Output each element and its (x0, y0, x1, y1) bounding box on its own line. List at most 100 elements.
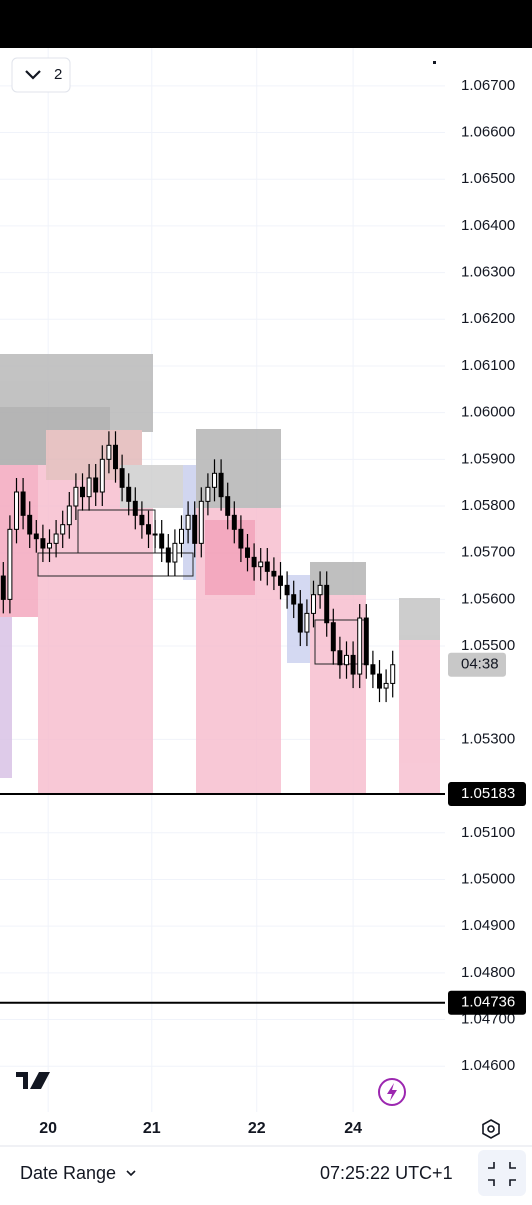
y-tick-label: 1.06100 (461, 357, 515, 374)
candle-body (93, 477, 99, 493)
settings-icon-center (487, 1125, 495, 1133)
candle-body (20, 491, 26, 516)
candle-body (363, 617, 369, 666)
y-tick-label: 1.05000 (461, 870, 515, 887)
candle-body (357, 617, 363, 675)
y-tick-label: 1.06700 (461, 77, 515, 94)
candle-body (238, 528, 244, 549)
candle-body (291, 594, 297, 605)
candle-body (192, 514, 198, 544)
y-tick-label: 1.06300 (461, 264, 515, 281)
clock: 07:25:22 UTC+1 (320, 1163, 453, 1183)
candle-body (7, 528, 13, 600)
candle-body (113, 444, 118, 470)
y-tick-label: 1.06000 (461, 404, 515, 421)
candle-body (80, 486, 85, 498)
settings-icon[interactable] (482, 1119, 500, 1139)
x-tick-label: 21 (143, 1120, 161, 1137)
candle-body (86, 477, 92, 498)
fullscreen-button[interactable] (478, 1150, 526, 1196)
candle-body (146, 524, 151, 535)
x-tick-label: 22 (248, 1120, 266, 1137)
chevron-icon (126, 1170, 136, 1177)
date-range-button[interactable]: Date Range (20, 1163, 116, 1183)
candle-body (271, 570, 277, 577)
fullscreen-icon (488, 1162, 516, 1186)
x-tick-label: 20 (39, 1120, 57, 1137)
candle-body (370, 664, 376, 675)
candle-body (317, 584, 323, 596)
candle-body (198, 500, 204, 544)
candle-body (99, 458, 105, 493)
candle-body (53, 533, 59, 544)
candle-body (350, 654, 356, 675)
candle-body (344, 654, 349, 666)
candle-body (324, 584, 330, 624)
candle-body (106, 444, 112, 460)
y-tick-label: 1.06500 (461, 170, 515, 187)
status-bar (0, 0, 532, 48)
price-label-bg (448, 990, 526, 1015)
candle-body (264, 561, 270, 572)
candle-body (47, 542, 52, 549)
candle-body (311, 594, 316, 614)
candle-body (0, 575, 6, 600)
candle-body (126, 486, 132, 502)
y-tick-label: 1.04700 (461, 1011, 515, 1028)
countdown-bg (448, 652, 506, 677)
y-tick-label: 1.05500 (461, 637, 515, 654)
indicator-toggle[interactable] (11, 57, 71, 93)
y-tick-label: 1.04900 (461, 917, 515, 934)
bolt-icon (387, 1083, 397, 1101)
countdown: 04:38 (461, 656, 499, 673)
candle-body (205, 486, 211, 502)
zone (399, 598, 440, 640)
candle-body (14, 491, 19, 530)
price-label: 1.04736 (461, 994, 515, 1011)
candle-body (159, 533, 165, 549)
zone-box (37, 552, 194, 577)
candle-body (231, 514, 237, 530)
candle-body (218, 472, 224, 498)
y-tick-label: 1.06600 (461, 123, 515, 140)
bolt-button[interactable] (378, 1078, 406, 1106)
y-tick-label: 1.05300 (461, 730, 515, 747)
chevron-icon (25, 70, 41, 80)
candle-body (337, 650, 343, 666)
candle-body (27, 514, 33, 535)
candle-body (330, 622, 336, 652)
candle-body (66, 505, 72, 526)
candle-body (185, 514, 191, 530)
zone (310, 595, 366, 793)
y-tick-label: 1.04800 (461, 964, 515, 981)
y-tick-label: 1.05600 (461, 590, 515, 607)
y-tick-label: 1.05900 (461, 450, 515, 467)
y-tick-label: 1.05700 (461, 544, 515, 561)
y-tick-label: 1.05100 (461, 824, 515, 841)
zone (38, 465, 153, 793)
zone (399, 640, 440, 793)
y-tick-label: 1.04600 (461, 1057, 515, 1074)
dot (433, 61, 436, 64)
x-tick-label: 24 (344, 1120, 362, 1137)
candle-body (179, 528, 184, 544)
candle-body (33, 533, 39, 540)
candle-body (172, 542, 178, 563)
price-label-bg (448, 782, 526, 807)
y-tick-label: 1.06400 (461, 217, 515, 234)
candle-body (132, 500, 138, 516)
y-tick-label: 1.05800 (461, 497, 515, 514)
y-tick-label: 1.06200 (461, 310, 515, 327)
candle-body (377, 673, 382, 689)
indicator-count: 2 (54, 66, 62, 83)
candle-body (152, 533, 158, 536)
candle-body (73, 486, 79, 507)
candle-body (383, 682, 389, 689)
candle-body (165, 547, 171, 563)
candle-body (278, 575, 283, 586)
candle-body (119, 468, 125, 488)
candle-body (284, 584, 290, 596)
candle-body (139, 514, 145, 526)
